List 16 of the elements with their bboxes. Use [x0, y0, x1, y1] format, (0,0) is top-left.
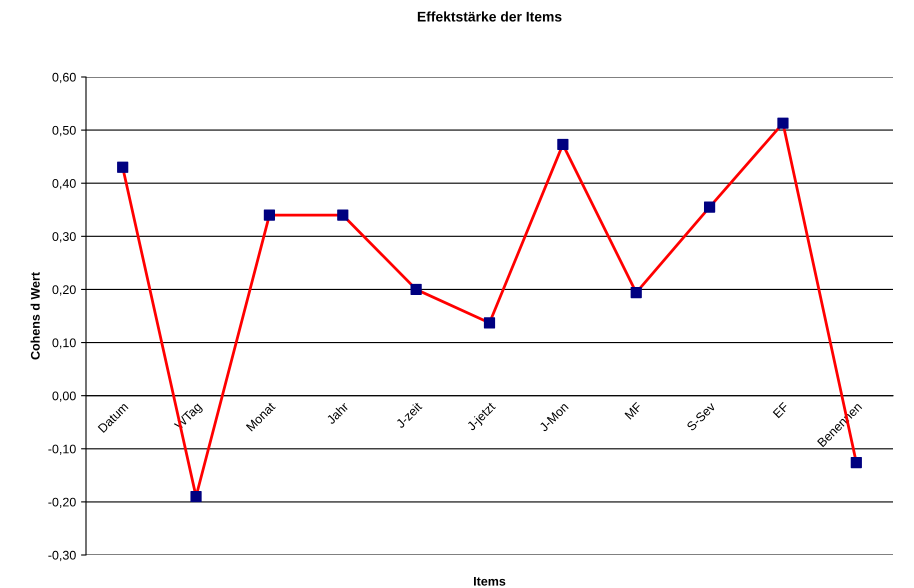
- y-tick-label: 0,50: [52, 126, 76, 136]
- x-axis-title: Items: [474, 576, 506, 586]
- y-tick-label: -0,30: [48, 550, 76, 562]
- y-tick-label: 0,40: [52, 179, 76, 190]
- x-tick-label: MF: [624, 402, 642, 420]
- y-tick-label: 0,20: [52, 285, 76, 296]
- y-tick-label: 0,30: [52, 232, 76, 242]
- y-tick-label: 0,60: [52, 72, 76, 84]
- x-tick-label: Jahr: [326, 401, 350, 425]
- y-axis-title: Cohens d Wert: [30, 272, 40, 360]
- x-tick-label: EF: [772, 402, 790, 418]
- y-tick-label: 0,00: [52, 391, 76, 402]
- y-tick-label: -0,20: [48, 498, 76, 508]
- chart-title: Effektstärke der Items: [418, 11, 562, 22]
- y-tick-label: -0,10: [48, 444, 76, 455]
- y-tick-label: 0,10: [52, 338, 76, 349]
